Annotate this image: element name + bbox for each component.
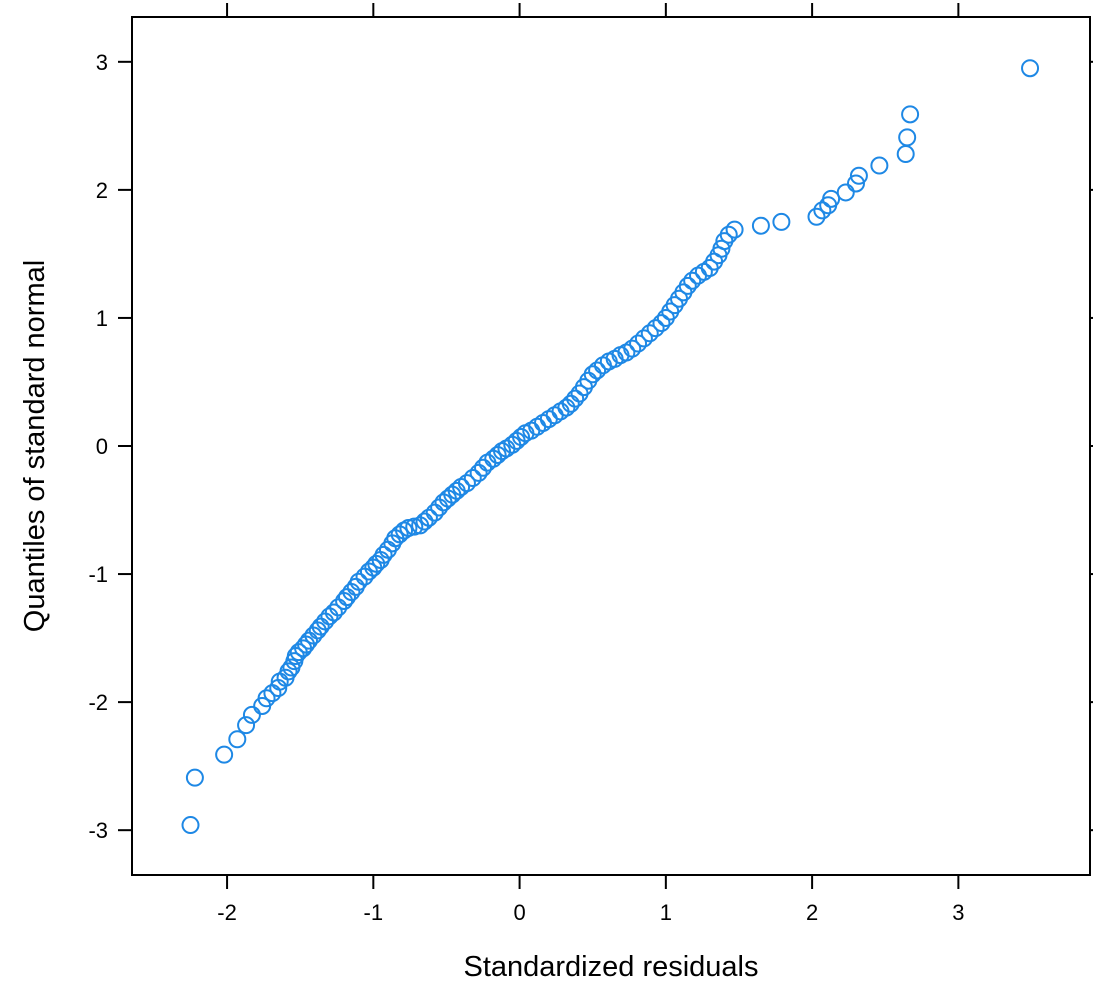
data-point bbox=[849, 166, 868, 185]
y-tick-label: -2 bbox=[88, 690, 108, 715]
data-point bbox=[652, 314, 671, 333]
y-tick-label: 3 bbox=[96, 50, 108, 75]
data-point bbox=[242, 705, 261, 724]
data-point bbox=[257, 689, 276, 708]
data-point bbox=[751, 216, 770, 235]
y-tick-label: 0 bbox=[96, 434, 108, 459]
data-point bbox=[349, 572, 368, 591]
data-point bbox=[813, 201, 832, 220]
data-point bbox=[415, 512, 434, 531]
data-point bbox=[896, 145, 915, 164]
x-tick-label: 0 bbox=[513, 900, 525, 925]
data-point bbox=[324, 603, 343, 622]
data-point bbox=[623, 339, 642, 358]
data-point bbox=[228, 730, 247, 749]
data-point bbox=[215, 745, 234, 764]
data-point bbox=[338, 588, 357, 607]
data-point bbox=[430, 498, 449, 517]
x-tick-label: 2 bbox=[806, 900, 818, 925]
data-point bbox=[901, 105, 920, 124]
data-point bbox=[807, 207, 826, 226]
data-point bbox=[395, 521, 414, 540]
data-point bbox=[588, 361, 607, 380]
x-tick-label: 3 bbox=[952, 900, 964, 925]
data-point bbox=[772, 212, 791, 231]
data-point bbox=[533, 413, 552, 432]
data-point bbox=[640, 324, 659, 343]
data-point bbox=[719, 225, 738, 244]
axis-ticks: -2 -1 0 1 2 3 -3 -2 -1 0 1 2 3 bbox=[88, 3, 1093, 925]
y-tick-label: 1 bbox=[96, 306, 108, 331]
data-point bbox=[474, 458, 493, 477]
data-point bbox=[634, 329, 653, 348]
data-point bbox=[683, 271, 702, 290]
plot-frame bbox=[131, 16, 1091, 876]
data-point bbox=[237, 716, 256, 735]
data-point bbox=[898, 128, 917, 147]
x-tick-label: -2 bbox=[217, 900, 237, 925]
data-point bbox=[374, 545, 393, 564]
data-point bbox=[870, 156, 889, 175]
data-point bbox=[725, 220, 744, 239]
data-point bbox=[419, 508, 438, 527]
x-tick-label: 1 bbox=[660, 900, 672, 925]
data-point bbox=[561, 394, 580, 413]
data-point bbox=[712, 239, 731, 258]
data-point bbox=[539, 410, 558, 429]
data-point bbox=[181, 816, 200, 835]
data-point bbox=[846, 174, 865, 193]
data-point bbox=[299, 631, 318, 650]
x-axis-title: Standardized residuals bbox=[463, 951, 758, 983]
data-point bbox=[583, 365, 602, 384]
y-axis-title: Quantiles of standard normal bbox=[19, 260, 51, 632]
data-point bbox=[512, 428, 531, 447]
data-point bbox=[279, 662, 298, 681]
data-point bbox=[463, 469, 482, 488]
data-point bbox=[469, 463, 488, 482]
data-point bbox=[822, 189, 841, 208]
y-tick-label: 2 bbox=[96, 178, 108, 203]
data-point bbox=[678, 276, 697, 295]
data-point bbox=[557, 398, 576, 417]
data-points bbox=[181, 59, 1040, 835]
data-point bbox=[329, 598, 348, 617]
data-point bbox=[836, 183, 855, 202]
data-point bbox=[1021, 59, 1040, 78]
data-point bbox=[311, 617, 330, 636]
data-point bbox=[457, 474, 476, 493]
data-point bbox=[566, 389, 585, 408]
data-point bbox=[493, 442, 512, 461]
data-point bbox=[694, 262, 713, 281]
data-point bbox=[185, 768, 204, 787]
data-point bbox=[646, 319, 665, 338]
data-point bbox=[629, 334, 648, 353]
x-tick-label: -1 bbox=[364, 900, 384, 925]
data-point bbox=[320, 607, 339, 626]
data-point bbox=[425, 503, 444, 522]
y-tick-label: -3 bbox=[88, 818, 108, 843]
data-point bbox=[545, 406, 564, 425]
y-tick-label: -1 bbox=[88, 562, 108, 587]
